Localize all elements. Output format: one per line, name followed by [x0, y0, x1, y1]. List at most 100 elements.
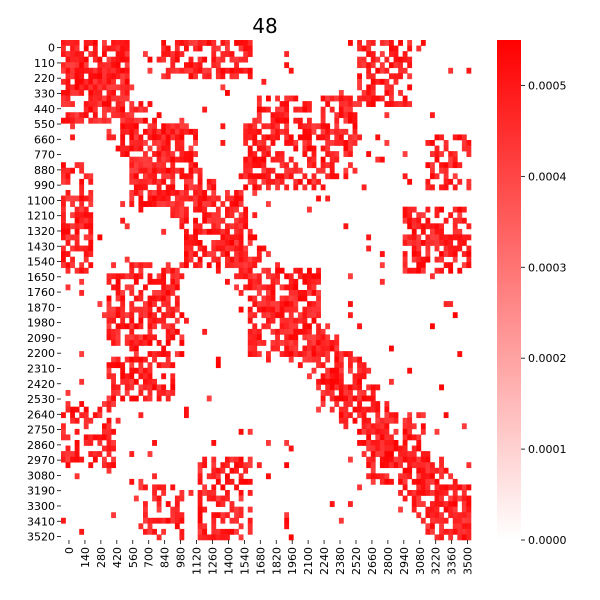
heatmap-cell	[92, 84, 98, 91]
heatmap-cell	[448, 178, 454, 185]
heatmap-cell	[106, 301, 112, 307]
heatmap-cell	[311, 178, 317, 185]
heatmap-cell	[252, 284, 258, 291]
heatmap-cell	[275, 312, 280, 319]
heatmap-cell	[124, 284, 130, 291]
heatmap-cell	[174, 301, 180, 307]
heatmap-cell	[211, 223, 217, 230]
heatmap-cell	[92, 95, 98, 102]
heatmap-cell	[184, 240, 189, 246]
heatmap-cell	[252, 162, 258, 169]
heatmap-cell	[370, 390, 376, 396]
heatmap-cell	[425, 251, 431, 257]
heatmap-cell	[215, 256, 221, 263]
heatmap-cell	[83, 223, 89, 230]
heatmap-cell	[102, 401, 107, 407]
heatmap-cell	[443, 490, 449, 496]
heatmap-cell	[234, 228, 239, 235]
heatmap-cell	[266, 473, 271, 480]
heatmap-cell	[425, 456, 431, 463]
heatmap-cell	[74, 440, 80, 446]
heatmap-cell	[225, 228, 230, 235]
heatmap-cell	[74, 206, 80, 213]
heatmap-cell	[348, 401, 353, 407]
heatmap-cell	[320, 395, 326, 402]
heatmap-cell	[147, 517, 153, 524]
heatmap-cell	[320, 345, 326, 352]
heatmap-cell	[334, 123, 340, 130]
x-tick-label: 3500	[462, 547, 475, 575]
heatmap-cell	[434, 228, 440, 235]
heatmap-cell	[184, 228, 189, 235]
heatmap-cell	[202, 523, 208, 530]
heatmap-cell	[133, 495, 139, 502]
heatmap-cell	[238, 245, 244, 252]
heatmap-cell	[111, 428, 116, 435]
heatmap-cell	[393, 73, 399, 80]
heatmap-cell	[402, 51, 408, 57]
heatmap-cell	[389, 95, 394, 102]
heatmap-cell	[152, 495, 157, 502]
heatmap-cell	[452, 245, 458, 252]
heatmap-cell	[375, 384, 381, 391]
heatmap-cell	[352, 395, 358, 402]
heatmap-cell	[174, 145, 180, 152]
heatmap-cell	[234, 206, 239, 213]
heatmap-cell	[461, 234, 467, 241]
x-tick-label: 2800	[382, 547, 395, 575]
heatmap-cell	[79, 56, 85, 63]
heatmap-cell	[65, 434, 71, 441]
heatmap-cell	[238, 456, 244, 463]
heatmap-cell	[129, 367, 135, 374]
heatmap-cell	[302, 317, 308, 324]
heatmap-cell	[384, 406, 390, 413]
heatmap-cell	[256, 245, 262, 252]
heatmap-cell	[161, 345, 167, 352]
heatmap-cell	[211, 512, 217, 519]
heatmap-cell	[143, 512, 148, 519]
heatmap-cell	[65, 51, 71, 57]
heatmap-cell	[129, 345, 135, 352]
heatmap-cell	[92, 434, 98, 441]
heatmap-cell	[343, 390, 349, 396]
heatmap-cell	[361, 412, 367, 419]
heatmap-cell	[325, 334, 331, 341]
heatmap-cell	[102, 456, 107, 463]
heatmap-cell	[357, 367, 362, 374]
heatmap-cell	[206, 67, 212, 74]
heatmap-cell	[115, 340, 121, 346]
heatmap-cell	[439, 484, 444, 491]
heatmap-cell	[252, 301, 258, 307]
heatmap-cell	[229, 517, 235, 524]
heatmap-cell	[156, 128, 162, 135]
heatmap-cell	[243, 184, 249, 191]
heatmap-cell	[338, 390, 344, 396]
heatmap-cell	[156, 351, 162, 357]
heatmap-cell	[129, 312, 135, 319]
heatmap-cell	[65, 84, 71, 91]
heatmap-cell	[375, 473, 381, 480]
heatmap-cell	[88, 223, 94, 230]
heatmap-cell	[70, 101, 75, 107]
heatmap-cell	[170, 56, 176, 63]
heatmap-cell	[133, 323, 139, 330]
heatmap-cell	[88, 462, 94, 469]
heatmap-cell	[370, 95, 376, 102]
heatmap-cell	[165, 390, 171, 396]
heatmap-cell	[156, 278, 162, 285]
heatmap-cell	[61, 173, 66, 180]
heatmap-cell	[375, 401, 381, 407]
heatmap-cell	[234, 190, 239, 196]
heatmap-cell	[379, 451, 385, 457]
heatmap-cell	[147, 390, 153, 396]
heatmap-cell	[234, 56, 239, 63]
heatmap-cell	[206, 178, 212, 185]
heatmap-cell	[448, 473, 454, 480]
heatmap-cell	[466, 528, 472, 535]
heatmap-cell	[402, 234, 408, 241]
heatmap-cell	[461, 484, 467, 491]
heatmap-cell	[302, 356, 308, 363]
heatmap-cell	[247, 523, 253, 530]
heatmap-cell	[143, 334, 148, 341]
heatmap-cell	[147, 128, 153, 135]
